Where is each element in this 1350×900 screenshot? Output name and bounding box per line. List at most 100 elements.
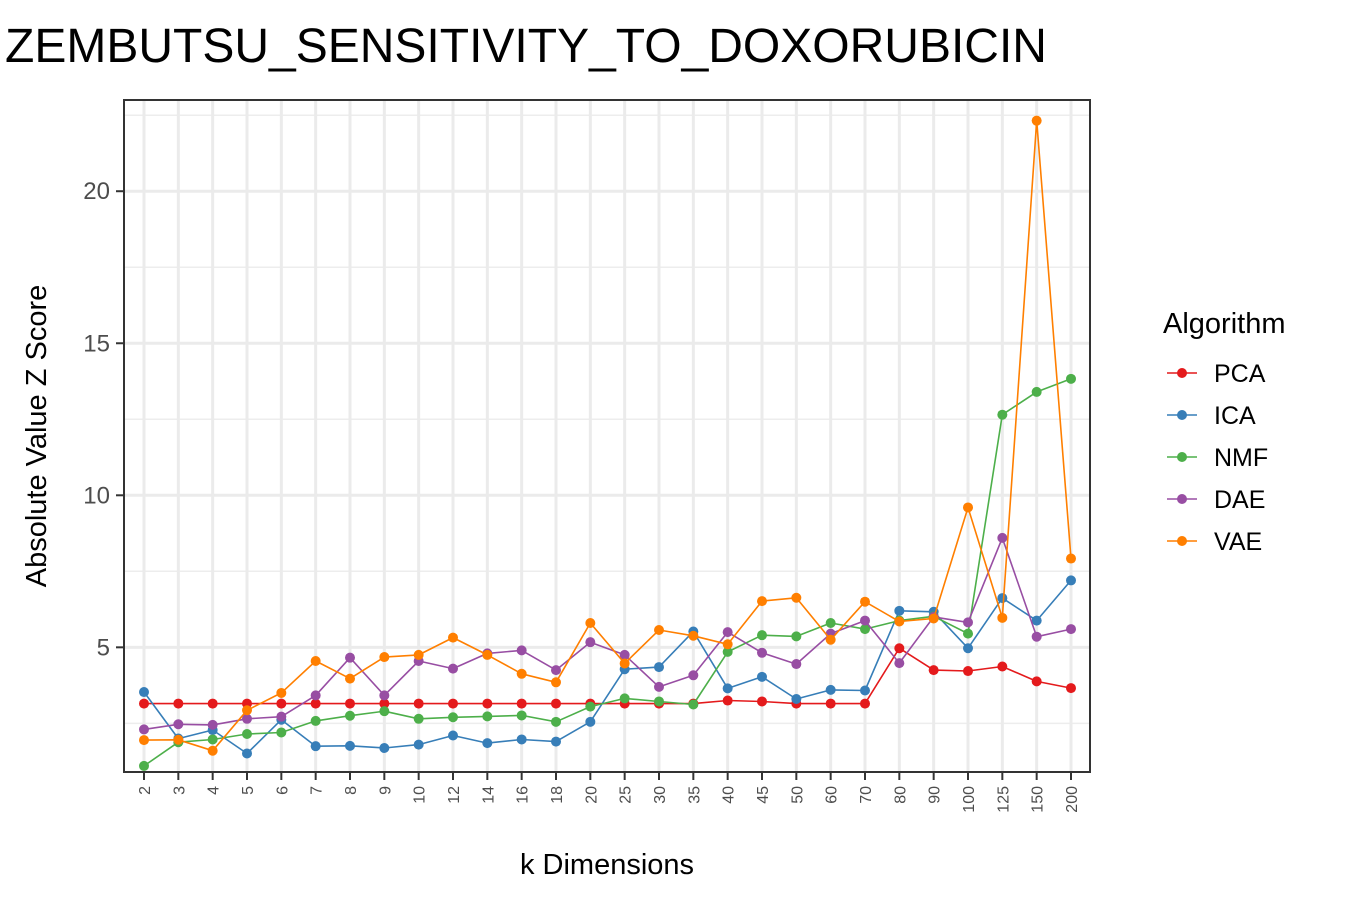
data-point-nmf	[963, 628, 973, 639]
series-line-vae	[143, 119, 1072, 752]
data-point-pca	[894, 643, 905, 654]
grid	[124, 100, 1090, 772]
data-point-dae	[757, 647, 767, 658]
data-point-dae	[654, 681, 664, 692]
data-point-vae	[963, 502, 973, 513]
data-point-vae	[825, 634, 836, 645]
data-point-pca	[345, 698, 355, 709]
data-point-dae	[345, 652, 355, 663]
data-point-pca	[928, 665, 939, 676]
data-point-nmf	[791, 631, 802, 642]
data-point-pca	[139, 698, 149, 709]
x-tick-label: 25	[618, 786, 635, 804]
x-tick-label: 45	[755, 786, 772, 804]
data-point-vae	[928, 613, 939, 624]
data-point-ica	[482, 738, 493, 749]
x-tick-label: 70	[858, 786, 875, 804]
x-tick-label: 5	[240, 786, 257, 795]
data-point-dae	[276, 711, 287, 722]
data-point-ica	[894, 605, 905, 616]
x-tick-label: 100	[961, 786, 978, 813]
x-tick-label: 4	[206, 786, 223, 795]
data-point-vae	[551, 677, 561, 688]
data-point-pca	[516, 698, 527, 709]
data-point-vae	[173, 734, 184, 745]
data-point-dae	[1066, 624, 1076, 635]
data-point-nmf	[139, 760, 149, 771]
legend-point-pca	[1177, 368, 1187, 378]
x-tick-label: 40	[721, 786, 738, 804]
data-point-vae	[860, 596, 870, 607]
data-point-nmf	[1066, 373, 1076, 384]
data-point-vae	[207, 745, 218, 756]
data-point-ica	[379, 742, 390, 753]
x-tick-label: 80	[892, 786, 909, 804]
data-point-ica	[825, 684, 836, 695]
data-point-dae	[963, 617, 973, 628]
data-point-ica	[860, 685, 870, 696]
data-point-pca	[825, 698, 836, 709]
legend: Algorithm PCA ICA NMF DAE VAE	[1163, 308, 1286, 556]
data-point-nmf	[619, 693, 630, 704]
data-point-nmf	[207, 734, 218, 745]
data-point-pca	[722, 695, 733, 706]
data-point-nmf	[482, 711, 493, 722]
data-point-vae	[894, 616, 905, 627]
data-point-vae	[722, 639, 733, 650]
data-point-vae	[516, 668, 527, 679]
data-point-dae	[310, 690, 321, 701]
data-point-dae	[585, 637, 596, 648]
data-point-ica	[1066, 575, 1076, 586]
series-vae	[139, 115, 1076, 756]
data-point-pca	[379, 698, 390, 709]
x-tick-label: 8	[343, 786, 360, 795]
data-point-vae	[482, 649, 493, 660]
data-point-ica	[413, 739, 424, 750]
series-pca	[139, 643, 1076, 709]
data-point-vae	[1031, 115, 1042, 126]
data-point-ica	[757, 671, 767, 682]
data-point-vae	[379, 652, 390, 663]
plot-border	[123, 99, 1091, 773]
legend-title: Algorithm	[1163, 308, 1286, 340]
data-point-vae	[345, 673, 355, 684]
data-point-vae	[688, 630, 699, 641]
x-tick-label: 50	[789, 786, 806, 804]
data-point-dae	[997, 532, 1008, 543]
y-tick-label: 20	[83, 178, 110, 205]
data-point-pca	[1031, 676, 1042, 687]
series-nmf	[139, 373, 1076, 771]
x-axis-title: k Dimensions	[520, 849, 694, 881]
data-point-nmf	[379, 706, 390, 717]
data-point-vae	[791, 592, 802, 603]
data-point-ica	[310, 741, 321, 752]
data-point-nmf	[345, 710, 355, 721]
data-point-nmf	[722, 646, 733, 657]
data-point-nmf	[551, 716, 561, 727]
data-point-nmf	[585, 701, 596, 712]
data-point-ica	[1031, 615, 1042, 626]
data-point-dae	[379, 690, 390, 701]
data-point-nmf	[654, 696, 664, 707]
data-point-pca	[860, 698, 870, 709]
data-point-nmf	[757, 630, 767, 641]
data-point-ica	[997, 593, 1008, 604]
data-point-ica	[448, 730, 458, 741]
x-axis: 2 3 4 5 6 7 8 9 10 12 14 16 18 20 25 30 35 40 45 50 60 70 80 90…	[137, 772, 1081, 813]
series-line-pca	[144, 647, 1072, 705]
data-point-pca	[757, 696, 767, 707]
data-point-pca	[482, 698, 493, 709]
data-point-pca	[207, 698, 218, 709]
data-point-nmf	[516, 710, 527, 721]
data-point-dae	[139, 724, 149, 735]
data-point-ica	[585, 716, 596, 727]
data-point-pca	[310, 698, 321, 709]
series-layer	[139, 115, 1076, 771]
data-point-ica	[551, 736, 561, 747]
data-point-pca	[276, 698, 287, 709]
y-tick-label: 5	[97, 634, 110, 661]
data-point-nmf	[276, 727, 287, 738]
data-point-nmf	[448, 712, 458, 723]
data-point-ica	[139, 687, 149, 698]
